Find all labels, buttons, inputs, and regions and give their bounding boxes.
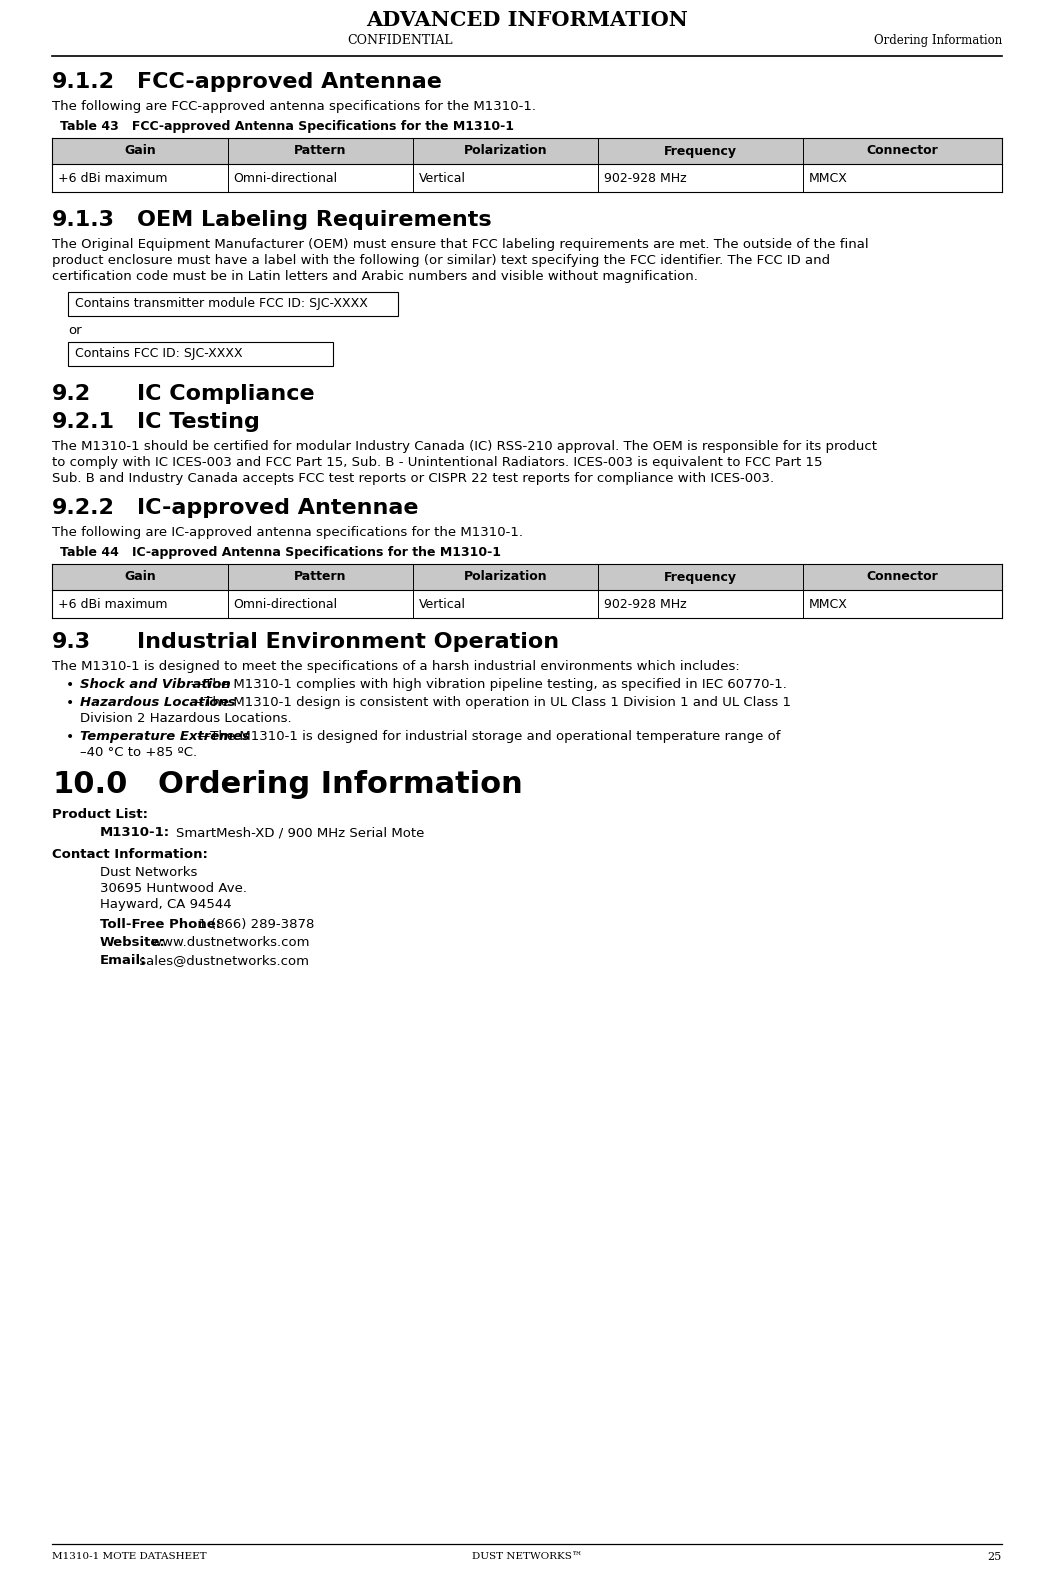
- Text: Polarization: Polarization: [464, 570, 547, 584]
- Text: 9.2.1: 9.2.1: [52, 411, 115, 432]
- Text: Contains FCC ID: SJC-XXXX: Contains FCC ID: SJC-XXXX: [75, 347, 242, 361]
- Text: ADVANCED INFORMATION: ADVANCED INFORMATION: [366, 9, 688, 30]
- Text: Division 2 Hazardous Locations.: Division 2 Hazardous Locations.: [80, 713, 292, 725]
- Text: —The M1310-1 design is consistent with operation in UL Class 1 Division 1 and UL: —The M1310-1 design is consistent with o…: [191, 696, 792, 710]
- Text: +6 dBi maximum: +6 dBi maximum: [58, 598, 168, 611]
- Text: 9.1.3: 9.1.3: [52, 210, 115, 229]
- Text: —The M1310-1 complies with high vibration pipeline testing, as specified in IEC : —The M1310-1 complies with high vibratio…: [191, 678, 787, 691]
- Text: 30695 Huntwood Ave.: 30695 Huntwood Ave.: [100, 882, 247, 895]
- Text: 1 (866) 289-3878: 1 (866) 289-3878: [194, 918, 315, 931]
- Text: •: •: [66, 730, 74, 744]
- Text: Vertical: Vertical: [419, 171, 466, 185]
- Text: 9.2.2: 9.2.2: [52, 498, 115, 518]
- Text: MMCX: MMCX: [808, 598, 847, 611]
- Text: 10.0: 10.0: [52, 769, 128, 799]
- Text: The M1310-1 should be certified for modular Industry Canada (IC) RSS-210 approva: The M1310-1 should be certified for modu…: [52, 440, 877, 454]
- Text: Contains transmitter module FCC ID: SJC-XXXX: Contains transmitter module FCC ID: SJC-…: [75, 297, 368, 311]
- Text: 25: 25: [988, 1553, 1002, 1562]
- Text: IC-approved Antennae: IC-approved Antennae: [137, 498, 418, 518]
- Text: IC Testing: IC Testing: [137, 411, 260, 432]
- Text: 9.2: 9.2: [52, 385, 91, 403]
- Bar: [69, 342, 333, 366]
- Text: to comply with IC ICES-003 and FCC Part 15, Sub. B - Unintentional Radiators. IC: to comply with IC ICES-003 and FCC Part …: [52, 455, 822, 469]
- Text: Gain: Gain: [124, 144, 156, 157]
- Text: SmartMesh-XD / 900 MHz Serial Mote: SmartMesh-XD / 900 MHz Serial Mote: [176, 826, 425, 838]
- Text: Dust Networks: Dust Networks: [100, 867, 197, 879]
- Text: •: •: [66, 696, 74, 710]
- Text: certification code must be in Latin letters and Arabic numbers and visible witho: certification code must be in Latin lett…: [52, 270, 698, 283]
- Text: IC Compliance: IC Compliance: [137, 385, 315, 403]
- Text: Gain: Gain: [124, 570, 156, 584]
- Text: The following are IC-approved antenna specifications for the M1310-1.: The following are IC-approved antenna sp…: [52, 526, 523, 539]
- Text: Ordering Information: Ordering Information: [874, 35, 1002, 47]
- Text: product enclosure must have a label with the following (or similar) text specify: product enclosure must have a label with…: [52, 254, 831, 267]
- Text: Frequency: Frequency: [664, 144, 737, 157]
- Text: MMCX: MMCX: [808, 171, 847, 185]
- Text: Polarization: Polarization: [464, 144, 547, 157]
- Text: 902-928 MHz: 902-928 MHz: [604, 598, 687, 611]
- Text: Pattern: Pattern: [294, 570, 347, 584]
- Text: 902-928 MHz: 902-928 MHz: [604, 171, 687, 185]
- Text: Website:: Website:: [100, 936, 165, 948]
- Text: Omni-directional: Omni-directional: [234, 598, 338, 611]
- Text: Vertical: Vertical: [419, 598, 466, 611]
- Bar: [52, 138, 1002, 163]
- Text: M1310-1:: M1310-1:: [100, 826, 170, 838]
- Text: –40 °C to +85 ºC.: –40 °C to +85 ºC.: [80, 746, 197, 758]
- Text: The Original Equipment Manufacturer (OEM) must ensure that FCC labeling requirem: The Original Equipment Manufacturer (OEM…: [52, 239, 868, 251]
- Text: Connector: Connector: [866, 570, 938, 584]
- Text: Contact Information:: Contact Information:: [52, 848, 208, 860]
- Text: Email:: Email:: [100, 955, 147, 967]
- Text: Frequency: Frequency: [664, 570, 737, 584]
- Text: +6 dBi maximum: +6 dBi maximum: [58, 171, 168, 185]
- Text: —The M1310-1 is designed for industrial storage and operational temperature rang: —The M1310-1 is designed for industrial …: [197, 730, 781, 743]
- Text: The following are FCC-approved antenna specifications for the M1310-1.: The following are FCC-approved antenna s…: [52, 100, 536, 113]
- Text: DUST NETWORKS™: DUST NETWORKS™: [472, 1553, 582, 1561]
- Text: CONFIDENTIAL: CONFIDENTIAL: [347, 35, 453, 47]
- Text: or: or: [69, 323, 81, 338]
- Text: Pattern: Pattern: [294, 144, 347, 157]
- Text: Hazardous Locations: Hazardous Locations: [80, 696, 236, 710]
- Bar: [69, 292, 398, 316]
- Text: OEM Labeling Requirements: OEM Labeling Requirements: [137, 210, 491, 229]
- Text: 9.1.2: 9.1.2: [52, 72, 115, 93]
- Text: Shock and Vibration: Shock and Vibration: [80, 678, 231, 691]
- Text: www.dustnetworks.com: www.dustnetworks.com: [148, 936, 310, 948]
- Text: Table 44   IC-approved Antenna Specifications for the M1310-1: Table 44 IC-approved Antenna Specificati…: [60, 546, 501, 559]
- Text: •: •: [66, 678, 74, 692]
- Text: FCC-approved Antennae: FCC-approved Antennae: [137, 72, 442, 93]
- Text: Toll-Free Phone:: Toll-Free Phone:: [100, 918, 221, 931]
- Text: The M1310-1 is designed to meet the specifications of a harsh industrial environ: The M1310-1 is designed to meet the spec…: [52, 659, 740, 674]
- Text: Ordering Information: Ordering Information: [158, 769, 523, 799]
- Text: Product List:: Product List:: [52, 809, 148, 821]
- Text: Industrial Environment Operation: Industrial Environment Operation: [137, 633, 559, 652]
- Text: Connector: Connector: [866, 144, 938, 157]
- Text: M1310-1 MOTE DATASHEET: M1310-1 MOTE DATASHEET: [52, 1553, 207, 1561]
- Bar: [52, 564, 1002, 590]
- Text: sales@dustnetworks.com: sales@dustnetworks.com: [135, 955, 310, 967]
- Text: Hayward, CA 94544: Hayward, CA 94544: [100, 898, 232, 911]
- Bar: [52, 163, 1002, 192]
- Text: Temperature Extremes: Temperature Extremes: [80, 730, 250, 743]
- Bar: [52, 590, 1002, 619]
- Text: Sub. B and Industry Canada accepts FCC test reports or CISPR 22 test reports for: Sub. B and Industry Canada accepts FCC t…: [52, 473, 774, 485]
- Text: 9.3: 9.3: [52, 633, 91, 652]
- Text: Table 43   FCC-approved Antenna Specifications for the M1310-1: Table 43 FCC-approved Antenna Specificat…: [60, 119, 514, 133]
- Text: Omni-directional: Omni-directional: [234, 171, 338, 185]
